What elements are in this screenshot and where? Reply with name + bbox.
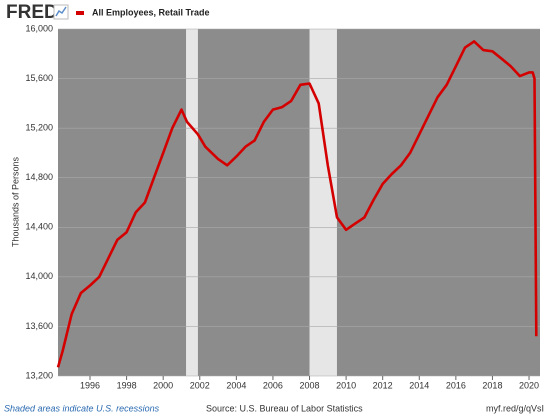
y-tick-label: 13,200 xyxy=(25,370,53,380)
y-axis-label: Thousands of Persons xyxy=(10,156,20,247)
y-tick-label: 14,800 xyxy=(25,172,53,182)
x-tick-label: 2020 xyxy=(519,380,539,390)
y-tick-label: 16,000 xyxy=(25,23,53,33)
x-tick-label: 2002 xyxy=(190,380,210,390)
y-tick-label: 13,600 xyxy=(25,321,53,331)
y-tick-label: 14,400 xyxy=(25,222,53,232)
x-tick-label: 2012 xyxy=(373,380,393,390)
x-tick-label: 2010 xyxy=(336,380,356,390)
link[interactable]: myf.red/g/qVsI xyxy=(486,403,544,413)
x-tick-label: 2004 xyxy=(226,380,246,390)
x-tick-label: 2000 xyxy=(153,380,173,390)
legend-label: All Employees, Retail Trade xyxy=(92,7,210,17)
y-tick-label: 14,000 xyxy=(25,271,53,281)
recession-note: Shaded areas indicate U.S. recessions xyxy=(4,403,160,413)
series-line xyxy=(56,40,538,368)
recession-band xyxy=(186,29,198,376)
x-tick-label: 2016 xyxy=(446,380,466,390)
x-tick-label: 1996 xyxy=(80,380,100,390)
y-tick-label: 15,200 xyxy=(25,123,53,133)
x-tick-label: 2018 xyxy=(482,380,502,390)
source: Source: U.S. Bureau of Labor Statistics xyxy=(206,403,363,413)
brand: FRED xyxy=(6,2,58,23)
x-tick-label: 2014 xyxy=(409,380,429,390)
plot-area xyxy=(58,29,540,376)
x-tick-label: 2006 xyxy=(263,380,283,390)
y-tick-label: 15,600 xyxy=(25,73,53,83)
x-tick-label: 1998 xyxy=(117,380,137,390)
brand-icon xyxy=(53,4,69,20)
recession-band xyxy=(309,29,337,376)
x-tick-label: 2008 xyxy=(300,380,320,390)
